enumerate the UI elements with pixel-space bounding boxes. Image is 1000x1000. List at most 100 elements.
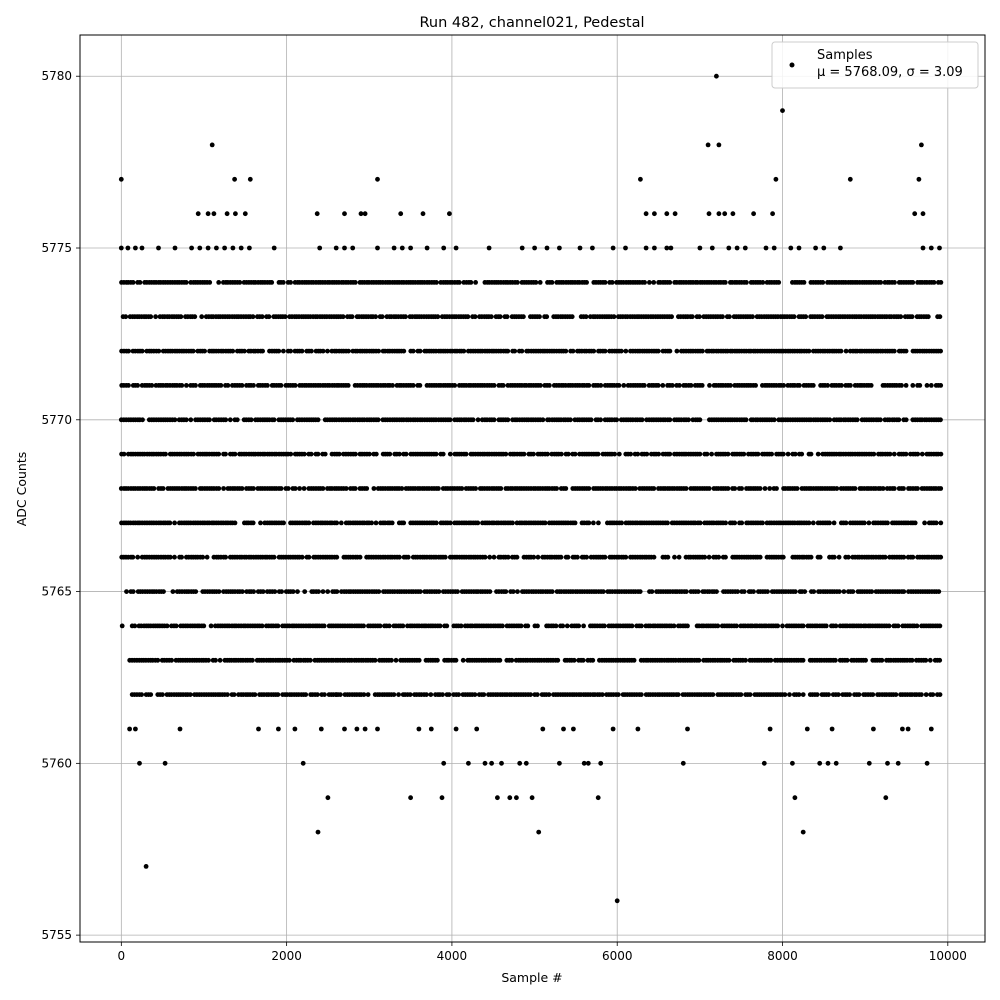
data-point — [510, 589, 516, 594]
data-point — [610, 726, 616, 732]
data-point — [685, 623, 690, 629]
data-point — [299, 554, 305, 560]
data-point — [848, 383, 853, 388]
data-point — [232, 520, 238, 526]
data-point — [408, 245, 413, 251]
data-point — [251, 589, 256, 594]
data-point — [549, 589, 555, 594]
data-point — [923, 657, 929, 663]
data-point — [856, 692, 862, 697]
data-point — [915, 486, 920, 491]
data-point — [669, 314, 674, 320]
data-point — [577, 245, 583, 251]
data-point — [571, 726, 576, 732]
data-point — [769, 451, 774, 457]
data-point — [211, 211, 217, 217]
data-point — [767, 726, 773, 732]
data-point — [728, 383, 733, 388]
data-point — [364, 486, 370, 491]
data-point — [315, 451, 321, 457]
data-point — [861, 520, 867, 526]
data-point — [656, 451, 661, 457]
data-point — [664, 211, 670, 217]
data-point — [725, 451, 731, 457]
data-point — [350, 245, 356, 251]
data-point — [447, 520, 453, 526]
data-point — [937, 692, 943, 697]
data-point — [542, 520, 548, 526]
data-point — [621, 383, 627, 388]
data-point — [258, 520, 263, 526]
data-point — [637, 589, 643, 594]
data-point — [615, 692, 621, 697]
data-point — [514, 554, 520, 560]
data-point — [302, 589, 308, 594]
data-point — [899, 383, 904, 388]
data-point — [453, 726, 459, 732]
data-point — [903, 417, 909, 423]
data-point — [614, 417, 620, 423]
data-point — [771, 417, 777, 423]
data-point — [367, 451, 372, 457]
data-point — [137, 280, 143, 285]
data-point — [452, 383, 458, 388]
data-point — [847, 176, 853, 182]
data-point — [676, 554, 682, 560]
data-point — [838, 245, 843, 251]
data-point — [938, 383, 944, 388]
data-point — [770, 211, 775, 217]
data-point — [242, 211, 248, 217]
data-point — [651, 554, 657, 560]
data-point — [720, 314, 725, 320]
data-point — [362, 726, 368, 732]
data-point — [763, 245, 769, 251]
data-point — [538, 383, 543, 388]
data-point — [697, 417, 703, 423]
data-point — [901, 589, 907, 594]
data-point — [665, 554, 671, 560]
data-point — [675, 692, 681, 697]
data-point — [580, 657, 586, 663]
data-point — [354, 726, 360, 732]
data-point — [307, 657, 313, 663]
data-point — [345, 383, 351, 388]
data-point — [519, 245, 525, 251]
data-point — [333, 692, 339, 697]
data-point — [683, 486, 689, 491]
data-point — [806, 520, 812, 526]
data-point — [472, 692, 478, 697]
data-point — [905, 726, 911, 732]
data-point — [275, 692, 281, 697]
data-point — [660, 383, 666, 388]
data-point — [390, 383, 395, 388]
data-point — [716, 142, 722, 148]
data-point — [531, 554, 537, 560]
data-point — [259, 314, 265, 320]
data-point — [361, 692, 367, 697]
data-point — [866, 520, 872, 526]
data-point — [205, 245, 211, 251]
data-point — [376, 348, 381, 354]
data-point — [871, 726, 876, 732]
data-point — [835, 692, 841, 697]
data-point — [726, 657, 732, 663]
data-point — [188, 417, 194, 423]
data-point — [924, 383, 930, 388]
data-point — [271, 417, 277, 423]
data-point — [768, 657, 774, 663]
data-point — [424, 692, 429, 697]
data-point — [602, 554, 608, 560]
data-point — [488, 314, 494, 320]
data-point — [846, 554, 851, 560]
data-point — [218, 383, 224, 388]
data-point — [276, 348, 282, 354]
data-point — [135, 383, 141, 388]
data-point — [776, 280, 782, 285]
data-point — [788, 245, 794, 251]
data-point — [586, 486, 592, 491]
data-point — [280, 280, 286, 285]
data-point — [391, 692, 397, 697]
data-point — [282, 314, 288, 320]
data-point — [716, 554, 722, 560]
data-point — [183, 280, 189, 285]
